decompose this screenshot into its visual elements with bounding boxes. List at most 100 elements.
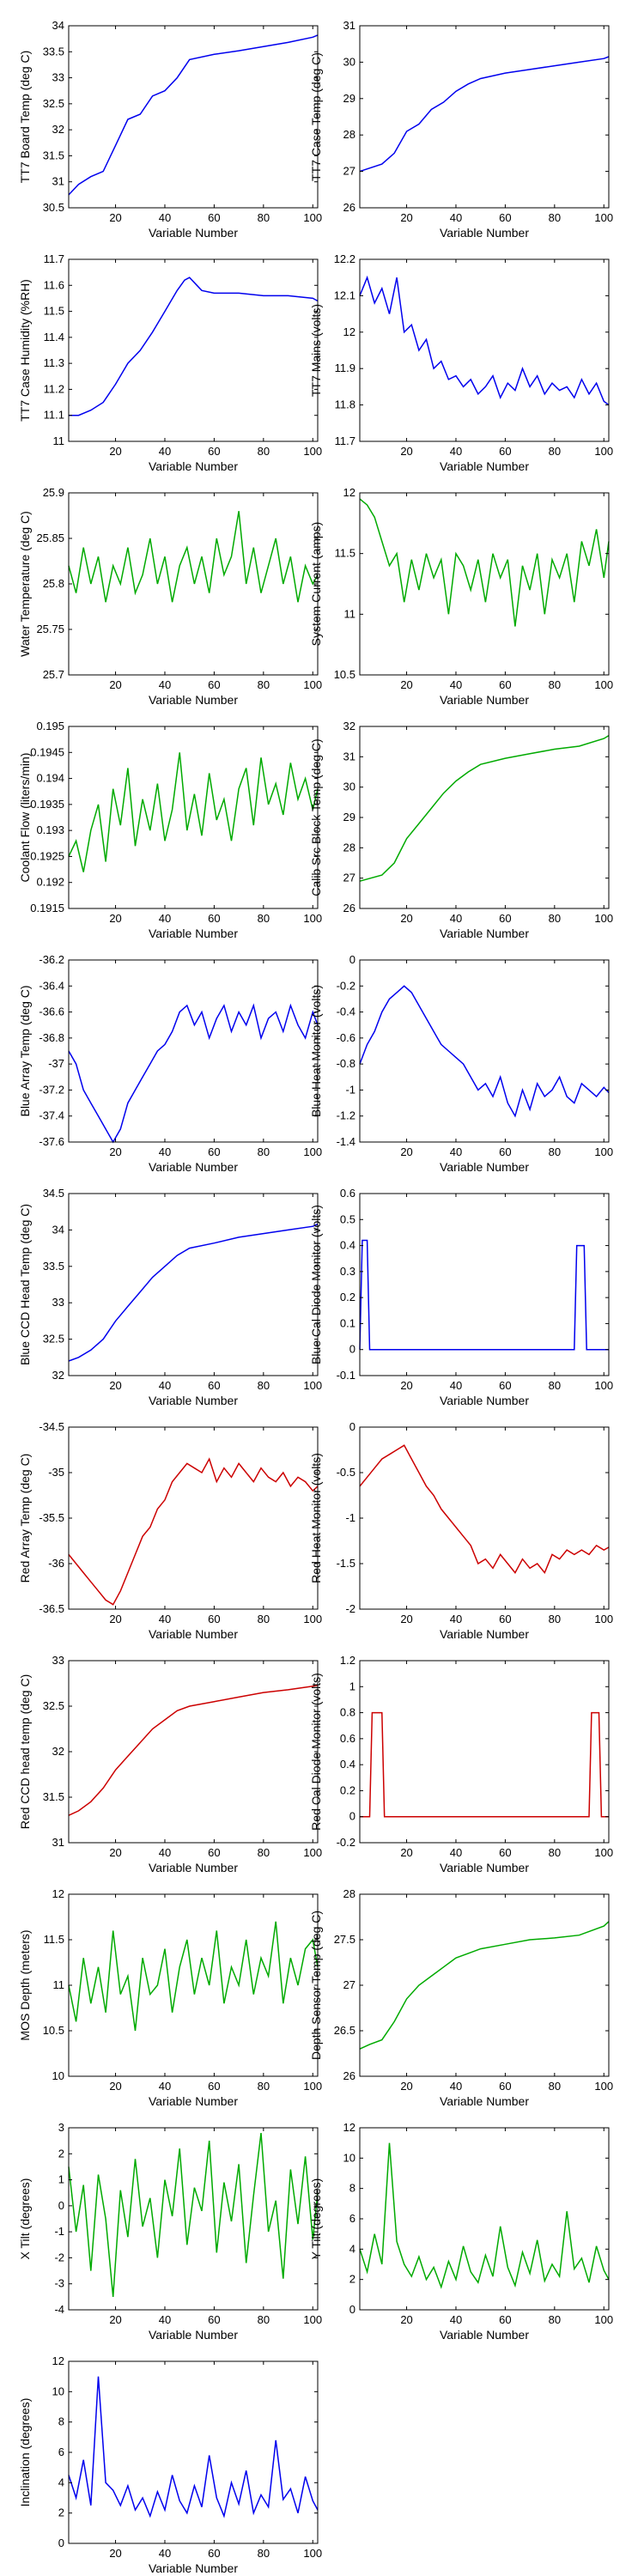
x-tick-label: 20 bbox=[400, 1379, 412, 1392]
x-tick-label: 20 bbox=[400, 2313, 412, 2326]
x-axis-label: Variable Number bbox=[440, 1627, 529, 1641]
y-tick-label: 10 bbox=[52, 2385, 64, 2397]
y-tick-label: 0 bbox=[58, 2537, 64, 2549]
plot-frame bbox=[68, 2127, 319, 2311]
y-tick-label: -2 bbox=[54, 2251, 64, 2263]
x-tick-label: 20 bbox=[109, 2313, 121, 2326]
y-tick-label: 25.9 bbox=[43, 486, 64, 499]
x-tick-label: 40 bbox=[450, 1613, 462, 1625]
chart-panel: 20 40 60 80 100 0.1915 0.192 0.1925 0.193 0.1935 0… bbox=[18, 720, 322, 940]
plot-frame bbox=[359, 1426, 610, 1610]
y-tick-label: 11.4 bbox=[44, 331, 64, 343]
x-tick-label: 60 bbox=[208, 912, 220, 925]
chart-panel: 20 40 60 80 100 -0.2 0 0.2 0.4 0.6 0.8 1 1.2 Variable… bbox=[309, 1654, 613, 1874]
x-tick-label: 100 bbox=[303, 1846, 322, 1859]
x-axis-label: Variable Number bbox=[149, 2094, 238, 2108]
chart-panel: 20 40 60 80 100 11 11.1 11.2 11.3 11.4 11.5 11.6 11.… bbox=[18, 252, 322, 473]
y-tick-label: 0.1915 bbox=[30, 902, 64, 914]
x-axis-label: Variable Number bbox=[440, 927, 529, 940]
x-tick-label: 100 bbox=[594, 912, 613, 925]
x-tick-label: 40 bbox=[450, 1846, 462, 1859]
x-tick-label: 100 bbox=[594, 1145, 613, 1158]
plot-frame bbox=[68, 25, 319, 209]
x-axis-label: Variable Number bbox=[149, 693, 238, 707]
x-tick-label: 100 bbox=[303, 678, 322, 691]
x-axis-label: Variable Number bbox=[149, 2328, 238, 2342]
y-tick-label: 8 bbox=[349, 2182, 355, 2195]
x-axis-label: Variable Number bbox=[149, 927, 238, 940]
x-tick-label: 40 bbox=[159, 2313, 171, 2326]
x-tick-label: 60 bbox=[499, 912, 511, 925]
y-tick-label: -1 bbox=[54, 2225, 64, 2238]
x-tick-label: 20 bbox=[109, 1613, 121, 1625]
y-tick-label: 1 bbox=[349, 1680, 355, 1692]
y-tick-label: 0.6 bbox=[340, 1187, 355, 1200]
y-tick-label: -35.5 bbox=[39, 1511, 64, 1524]
x-axis-label: Variable Number bbox=[440, 459, 529, 473]
x-axis-label: Variable Number bbox=[149, 1861, 238, 1874]
x-axis-label: Variable Number bbox=[440, 2094, 529, 2108]
x-tick-label: 60 bbox=[208, 2080, 220, 2093]
y-axis-label: Red Cal Diode Monitor (volts) bbox=[309, 1673, 323, 1831]
x-tick-label: 60 bbox=[499, 678, 511, 691]
y-tick-label: 11.5 bbox=[44, 305, 64, 318]
y-axis-label: Y Tilt (degrees) bbox=[309, 2178, 323, 2260]
x-axis-label: Variable Number bbox=[440, 1160, 529, 1174]
x-tick-label: 60 bbox=[208, 1613, 220, 1625]
y-tick-label: 30.5 bbox=[43, 201, 64, 214]
y-axis-label: TT7 Case Temp (deg C) bbox=[309, 52, 323, 181]
series-line bbox=[359, 1921, 610, 2050]
series-line bbox=[359, 1444, 610, 1575]
y-tick-label: 32 bbox=[52, 1369, 64, 1382]
y-tick-label: 10 bbox=[52, 2069, 64, 2082]
x-tick-label: 60 bbox=[499, 2080, 511, 2093]
x-tick-label: 40 bbox=[159, 678, 171, 691]
x-tick-label: 40 bbox=[450, 2313, 462, 2326]
y-tick-label: 12 bbox=[52, 2354, 64, 2367]
y-tick-label: -2 bbox=[345, 1602, 355, 1615]
y-tick-label: 12 bbox=[343, 2121, 355, 2134]
y-tick-label: 3 bbox=[58, 2121, 64, 2134]
y-tick-label: -36 bbox=[48, 1557, 64, 1570]
y-tick-label: 27 bbox=[343, 872, 355, 884]
y-tick-label: 31.5 bbox=[43, 149, 64, 161]
x-tick-label: 60 bbox=[208, 211, 220, 224]
y-tick-label: 0.2 bbox=[340, 1291, 355, 1303]
x-tick-label: 100 bbox=[594, 1379, 613, 1392]
y-axis-label: Coolant Flow (liters/min) bbox=[18, 753, 32, 883]
y-tick-label: 0.1925 bbox=[30, 849, 64, 862]
x-tick-label: 100 bbox=[594, 678, 613, 691]
y-tick-label: -35 bbox=[48, 1466, 64, 1479]
x-tick-label: 40 bbox=[450, 445, 462, 458]
x-tick-label: 20 bbox=[109, 445, 121, 458]
y-tick-label: -34.5 bbox=[39, 1420, 64, 1433]
y-tick-label: 2 bbox=[58, 2147, 64, 2160]
x-axis-label: Variable Number bbox=[149, 459, 238, 473]
x-tick-label: 40 bbox=[159, 2080, 171, 2093]
plot-frame bbox=[68, 959, 319, 1143]
x-tick-label: 100 bbox=[303, 1145, 322, 1158]
x-tick-label: 60 bbox=[499, 1613, 511, 1625]
x-tick-label: 80 bbox=[258, 678, 270, 691]
y-tick-label: 33.5 bbox=[43, 1260, 64, 1273]
y-tick-label: -37 bbox=[48, 1057, 64, 1070]
x-tick-label: 80 bbox=[549, 2313, 561, 2326]
series-line bbox=[68, 1223, 319, 1362]
x-tick-label: 60 bbox=[499, 1846, 511, 1859]
x-tick-label: 40 bbox=[159, 211, 171, 224]
x-tick-label: 100 bbox=[594, 1846, 613, 1859]
chart-panel: 20 40 60 80 100 32 32.5 33 33.5 34 34.5 Variable Nu… bbox=[18, 1187, 322, 1407]
y-tick-label: -0.6 bbox=[337, 1031, 355, 1044]
plot-frame bbox=[359, 1893, 610, 2077]
x-tick-label: 80 bbox=[258, 1846, 270, 1859]
x-tick-label: 80 bbox=[258, 1145, 270, 1158]
y-tick-label: 0.4 bbox=[340, 1239, 355, 1252]
series-line bbox=[359, 56, 610, 173]
x-tick-label: 60 bbox=[208, 1846, 220, 1859]
plot-frame bbox=[68, 1193, 319, 1376]
series-line bbox=[359, 1239, 609, 1351]
y-tick-label: -36.4 bbox=[39, 979, 64, 992]
y-tick-label: 12 bbox=[343, 486, 355, 499]
y-tick-label: -4 bbox=[54, 2303, 64, 2316]
chart-panel: 20 40 60 80 100 26 27 28 29 30 31 32 Variable Number… bbox=[309, 720, 613, 940]
